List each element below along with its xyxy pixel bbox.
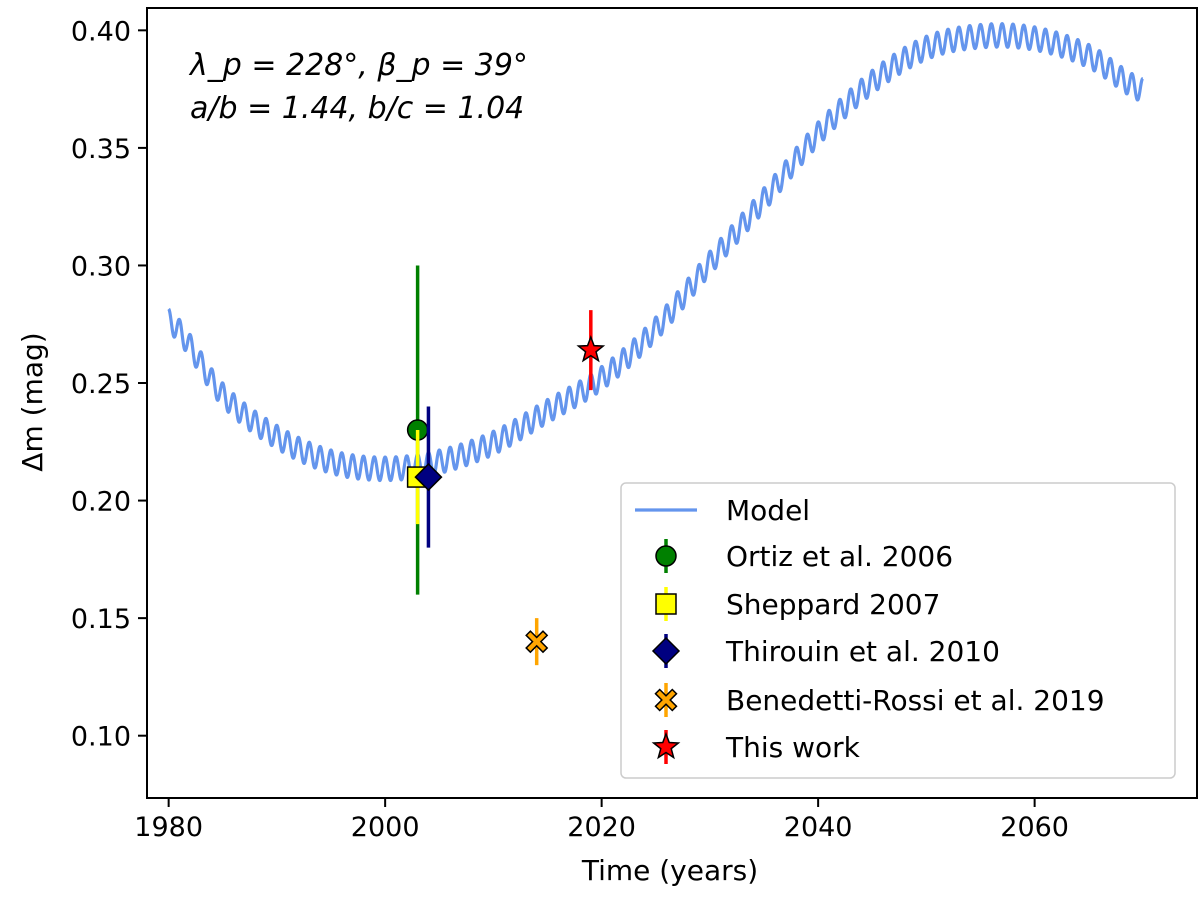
legend-label: Sheppard 2007 [726,588,940,621]
legend-label: Benedetti-Rossi et al. 2019 [726,684,1105,717]
legend-swatch [651,730,681,764]
y-tick-label: 0.40 [71,16,131,47]
legend-swatch [651,634,681,668]
legend-label: Thirouin et al. 2010 [725,635,1000,668]
data-point-series-2 [414,406,443,548]
legend-swatch [655,587,677,621]
y-tick-label: 0.15 [71,604,131,635]
plot-frame [146,7,1198,799]
legend-swatch [655,539,677,573]
legend-swatch [654,683,678,717]
x-axis: 1980 2000 2020 2040 2060 [134,798,1069,843]
y-tick-label: 0.30 [71,251,131,282]
x-tick-label: 2060 [1000,812,1069,843]
data-point-marker [576,334,606,363]
legend: Model Ortiz et al. 2006 Sheppard 2007 Thiro… [620,482,1176,779]
annotation-pole: λ_p = 228°, β_p = 39° [188,48,528,83]
annotation-axes-ratio: a/b = 1.44, b/c = 1.04 [190,91,524,126]
model-curve [167,22,1145,483]
x-tick-label: 2000 [351,812,420,843]
x-tick-label: 2020 [567,812,636,843]
data-point-series-3 [525,618,549,666]
legend-label: Model [726,494,810,527]
legend-label: Ortiz et al. 2006 [726,540,953,573]
x-axis-label: Time (years) [581,854,758,887]
data-point-series-4 [576,310,606,391]
y-axis-label: Δm (mag) [16,332,49,471]
data-point-marker [525,630,549,654]
legend-label: This work [725,731,861,764]
legend-box [620,482,1176,779]
data-point-marker [414,463,443,492]
y-tick-label: 0.20 [71,487,131,518]
y-axis: 0.10 0.15 0.20 0.25 0.30 0.35 0.40 [71,16,147,753]
x-tick-label: 1980 [134,812,203,843]
y-tick-label: 0.35 [71,134,131,165]
y-tick-label: 0.25 [71,369,131,400]
y-tick-label: 0.10 [71,722,131,753]
x-tick-label: 2040 [784,812,853,843]
